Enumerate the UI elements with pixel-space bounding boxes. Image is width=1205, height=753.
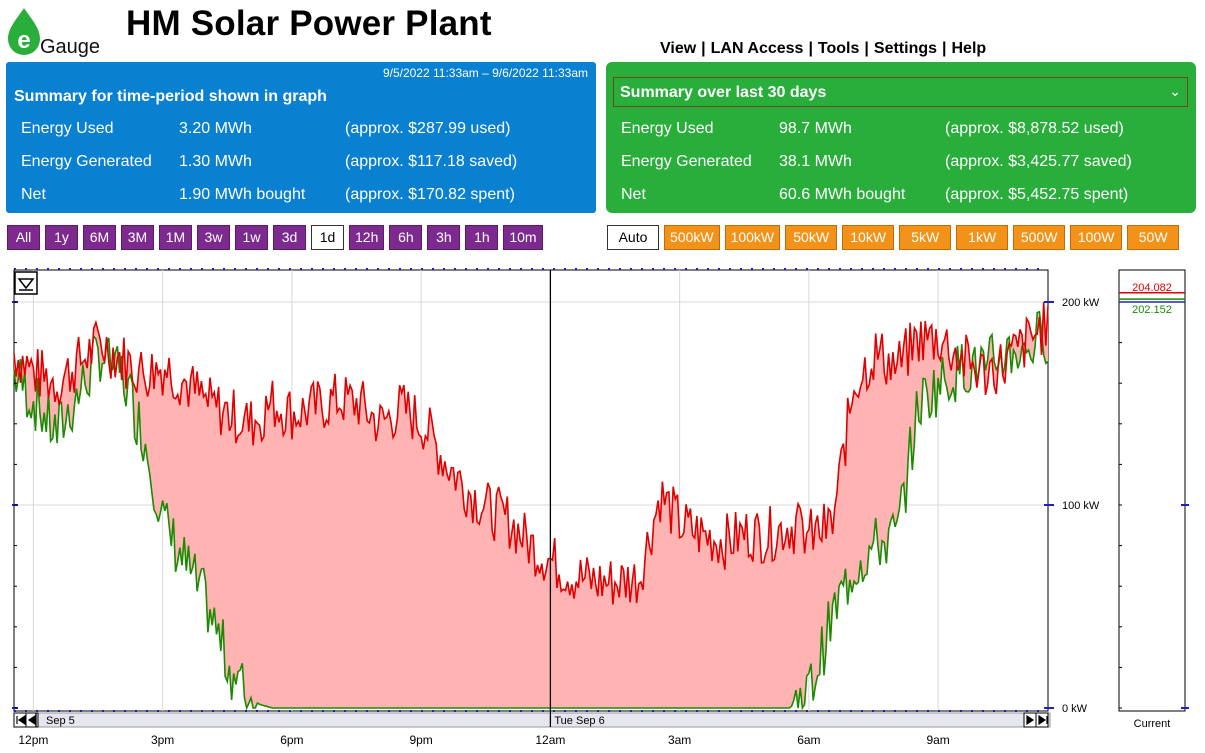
x-tick-label: 12am — [535, 733, 565, 747]
x-tick-label: 6am — [797, 733, 820, 747]
current-used-value: 204.082 — [1132, 282, 1172, 294]
range-button-all[interactable]: All — [7, 225, 40, 250]
range-button-12h[interactable]: 12h — [349, 225, 385, 250]
scale-button-500w[interactable]: 500W — [1013, 225, 1066, 250]
nav-view[interactable]: View — [660, 40, 697, 57]
svg-text:e: e — [17, 27, 30, 54]
nav-help[interactable]: Help — [951, 40, 987, 57]
range-button-3h[interactable]: 3h — [427, 225, 461, 250]
page-title: HM Solar Power Plant — [126, 4, 492, 43]
range-button-3w[interactable]: 3w — [197, 225, 230, 250]
time-scrollbar[interactable] — [13, 712, 1051, 728]
thirty-day-summary-panel: Summary over last 30 days ⌄ Energy Used … — [606, 62, 1196, 213]
y-tick-label: 200 kW — [1062, 297, 1100, 309]
power-chart-svg: 200 kW 100 kW 0 kW Sep 5 Tue Sep 6 12pm 3pm 6pm… — [12, 268, 1189, 747]
range-button-1m[interactable]: 1M — [159, 225, 192, 250]
range-button-10m[interactable]: 10m — [503, 225, 543, 250]
current-panel — [1118, 269, 1186, 712]
nav-tools[interactable]: Tools — [817, 40, 860, 57]
nav-lan-access[interactable]: LAN Access — [710, 40, 804, 57]
x-tick-label: 12pm — [18, 733, 48, 747]
series-generated-line — [13, 310, 1049, 711]
y-tick-label: 100 kW — [1062, 500, 1100, 512]
scale-button-500kw[interactable]: 500kW — [664, 225, 720, 250]
range-button-1d[interactable]: 1d — [311, 225, 344, 250]
period-summary-panel: 9/5/2022 11:33am – 9/6/2022 11:33am Summ… — [6, 62, 596, 213]
scroll-first-button[interactable] — [13, 712, 27, 728]
scale-button-100kw[interactable]: 100kW — [724, 225, 781, 250]
range-button-1y[interactable]: 1y — [45, 225, 78, 250]
egauge-logo[interactable]: e Gauge — [4, 6, 114, 58]
scale-button-50kw[interactable]: 50kW — [785, 225, 838, 250]
scroll-last-button[interactable] — [1035, 712, 1049, 728]
range-button-1w[interactable]: 1w — [235, 225, 268, 250]
period-range: 9/5/2022 11:33am – 9/6/2022 11:33am — [382, 66, 588, 80]
date-label-sep6: Tue Sep 6 — [554, 715, 604, 727]
x-tick-label: 9pm — [409, 733, 432, 747]
time-range-buttons: All 1y 6M 3M 1M 3w 1w 3d 1d 12h 6h 3h 1h 10m — [7, 225, 543, 250]
date-label-sep5: Sep 5 — [46, 715, 75, 727]
x-tick-label: 9am — [926, 733, 949, 747]
chevron-down-icon: ⌄ — [1169, 83, 1181, 99]
net-area-fill — [14, 302, 1048, 708]
series-used-line — [13, 301, 1049, 605]
range-button-3m[interactable]: 3M — [121, 225, 154, 250]
x-tick-label: 6pm — [280, 733, 303, 747]
scale-button-10kw[interactable]: 10kW — [842, 225, 895, 250]
scale-button-50w[interactable]: 50W — [1127, 225, 1180, 250]
x-tick-label: 3pm — [151, 733, 174, 747]
scale-button-5kw[interactable]: 5kW — [899, 225, 952, 250]
top-nav: View | LAN Access | Tools | Settings | Help — [660, 40, 987, 57]
period-summary-heading: Summary for time-period shown in graph — [14, 88, 327, 105]
range-button-1h[interactable]: 1h — [465, 225, 499, 250]
zoom-menu-glyph — [17, 278, 35, 291]
summary-range-select[interactable]: Summary over last 30 days ⌄ — [613, 77, 1188, 107]
x-tick-label: 3am — [668, 733, 691, 747]
scale-button-100w[interactable]: 100W — [1070, 225, 1123, 250]
scale-buttons: Auto 500kW 100kW 50kW 10kW 5kW 1kW 500W 100W 50W — [607, 225, 1180, 250]
range-button-6h[interactable]: 6h — [389, 225, 423, 250]
leaf-drop-icon: e — [8, 8, 40, 55]
logo-text: Gauge — [40, 36, 101, 58]
zoom-menu-icon[interactable] — [14, 271, 38, 295]
scroll-prev-button[interactable] — [25, 712, 39, 728]
scale-button-auto[interactable]: Auto — [607, 225, 659, 250]
scale-button-1kw[interactable]: 1kW — [956, 225, 1009, 250]
current-generated-value: 202.152 — [1132, 304, 1172, 316]
scroll-next-button[interactable] — [1023, 712, 1037, 728]
current-label: Current — [1134, 718, 1171, 730]
y-tick-label: 0 kW — [1062, 703, 1088, 715]
nav-settings[interactable]: Settings — [873, 40, 938, 57]
range-button-3d[interactable]: 3d — [273, 225, 306, 250]
power-chart: 200 kW 100 kW 0 kW Sep 5 Tue Sep 6 12pm 3pm 6pm… — [0, 262, 1205, 753]
range-button-6m[interactable]: 6M — [83, 225, 116, 250]
